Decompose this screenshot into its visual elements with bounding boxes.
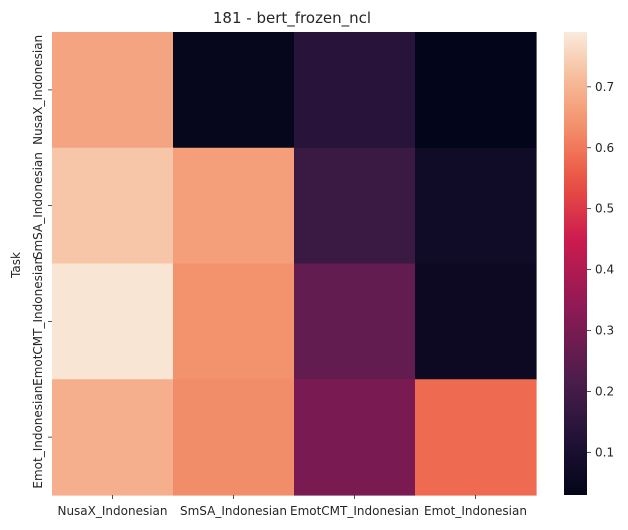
colorbar-tick-label: 0.6 (595, 141, 614, 155)
heatmap-cell (173, 147, 295, 265)
heatmap-cell (294, 263, 416, 380)
heatmap-cell (415, 379, 537, 496)
colorbar-tick-label: 0.7 (595, 80, 614, 94)
colorbar-tick-label: 0.2 (595, 384, 614, 398)
heatmap-cell (294, 32, 416, 149)
x-tick-label: EmotCMT_Indonesian (290, 504, 419, 518)
y-tick-label: Emot_Indonesian (31, 386, 45, 489)
y-tick-group: NusaX_Indonesian SmSA_IndonesianEmotCMT_I… (31, 35, 52, 489)
heatmap-cells (52, 32, 537, 496)
y-tick-label: NusaX_Indonesian (31, 35, 45, 145)
heatmap-cell (52, 379, 174, 496)
x-tick-group: NusaX_Indonesian SmSA_Indonesian EmotCMT_I… (57, 495, 527, 518)
y-tick-label: SmSA_Indonesian (31, 152, 45, 259)
heatmap-cell (415, 263, 537, 380)
heatmap-cell (294, 379, 416, 496)
x-tick-label: NusaX_Indonesian (57, 504, 167, 518)
heatmap-cell (294, 147, 416, 265)
heatmap-cell (173, 32, 295, 149)
colorbar-tick-label: 0.5 (595, 202, 614, 216)
heatmap-cell (173, 379, 295, 496)
colorbar-tick-group: 0.1 0.2 0.3 0.4 0.5 0.6 0.7 (587, 80, 614, 459)
chart-title: 181 - bert_frozen_ncl (213, 9, 371, 28)
colorbar-tick-label: 0.3 (595, 324, 614, 338)
heatmap-cell (52, 32, 174, 149)
heatmap-cell (52, 147, 174, 265)
heatmap-cell (415, 147, 537, 265)
colorbar-tick-label: 0.1 (595, 445, 614, 459)
y-tick-label: EmotCMT_Indonesian (31, 257, 45, 386)
x-tick-label: Emot_Indonesian (424, 504, 527, 518)
colorbar (564, 32, 587, 495)
heatmap-cell (415, 32, 537, 149)
heatmap-cell (52, 263, 174, 380)
heatmap-cell (173, 263, 295, 380)
x-tick-label: SmSA_Indonesian (180, 504, 287, 518)
colorbar-tick-label: 0.4 (595, 263, 614, 277)
y-axis-label: Task (9, 252, 23, 279)
